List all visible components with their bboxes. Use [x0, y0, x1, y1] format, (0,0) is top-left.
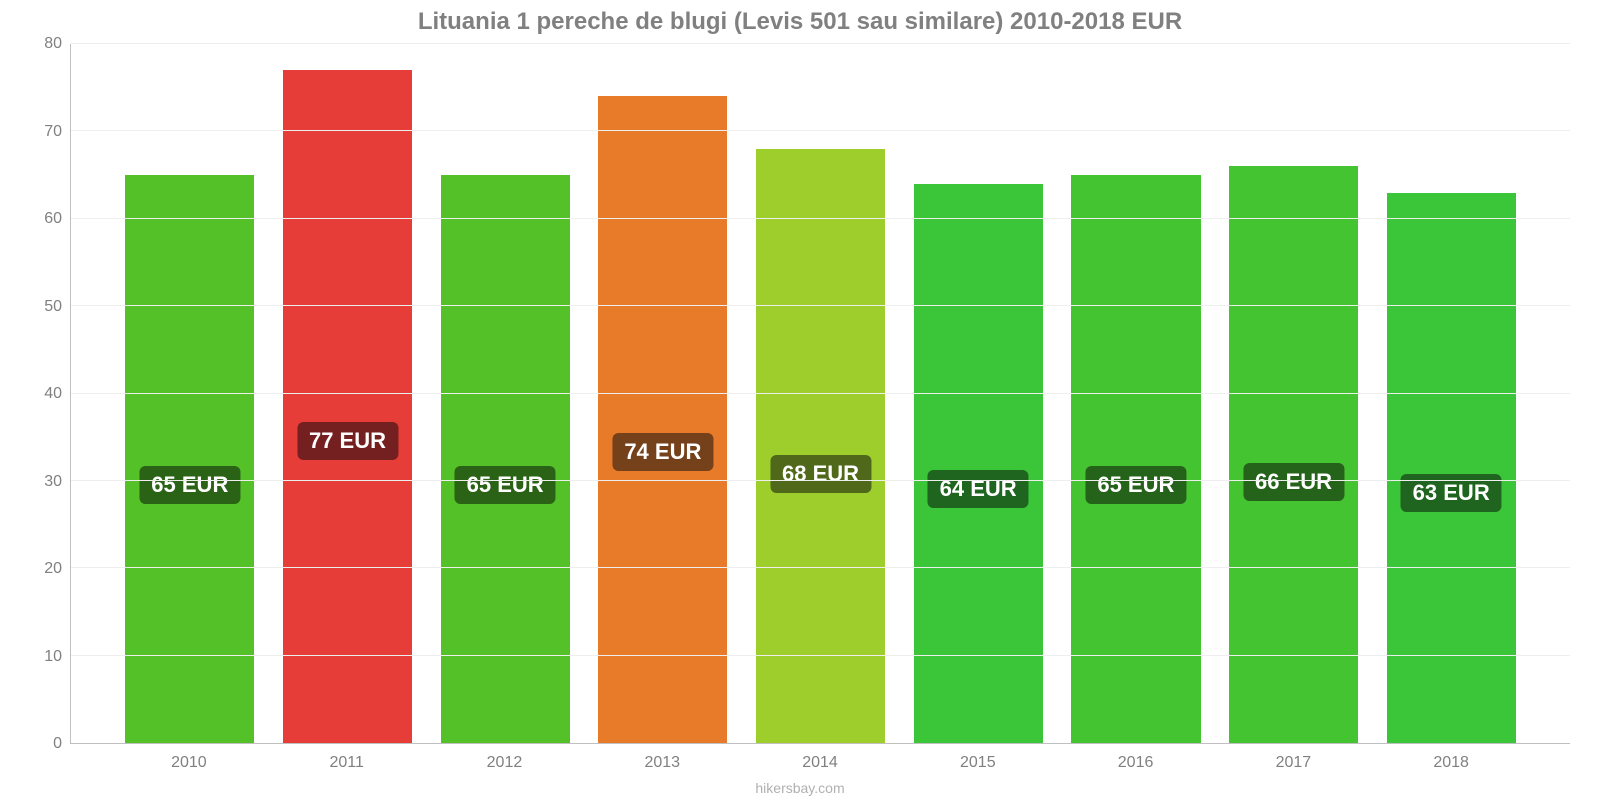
y-tick-label: 10 [44, 648, 62, 666]
bar-value-label: 65 EUR [1085, 466, 1186, 504]
y-tick-label: 70 [44, 123, 62, 141]
y-tick-label: 20 [44, 560, 62, 578]
bar-slot: 77 EUR [269, 44, 427, 743]
x-axis-labels: 201020112012201320142015201620172018 [70, 754, 1570, 772]
chart-source: hikersbay.com [755, 780, 844, 796]
gridline [71, 567, 1570, 568]
y-tick-label: 40 [44, 385, 62, 403]
x-tick-label: 2016 [1057, 754, 1215, 772]
bar-slot: 66 EUR [1215, 44, 1373, 743]
bar: 77 EUR [283, 70, 412, 743]
gridline [71, 130, 1570, 131]
y-tick-label: 30 [44, 473, 62, 491]
bar: 65 EUR [441, 175, 570, 743]
bar-value-label: 65 EUR [455, 466, 556, 504]
bar-value-label: 65 EUR [139, 466, 240, 504]
bar-value-label: 74 EUR [612, 433, 713, 471]
gridline [71, 218, 1570, 219]
bars-container: 65 EUR 77 EUR 65 EUR 74 EUR 68 EUR 64 EUR 65 E… [71, 44, 1570, 743]
x-tick-label: 2011 [268, 754, 426, 772]
gridline [71, 655, 1570, 656]
gridline [71, 480, 1570, 481]
bar-value-label: 66 EUR [1243, 463, 1344, 501]
y-tick-label: 0 [53, 735, 62, 753]
gridline [71, 305, 1570, 306]
bar: 65 EUR [125, 175, 254, 743]
x-tick-label: 2014 [741, 754, 899, 772]
bar-slot: 65 EUR [1057, 44, 1215, 743]
bar: 65 EUR [1071, 175, 1200, 743]
bar: 66 EUR [1229, 166, 1358, 743]
y-tick-label: 80 [44, 35, 62, 53]
x-tick-label: 2017 [1214, 754, 1372, 772]
bar-slot: 74 EUR [584, 44, 742, 743]
plot-area: 65 EUR 77 EUR 65 EUR 74 EUR 68 EUR 64 EUR 65 E… [70, 44, 1570, 744]
chart-title: Lituania 1 pereche de blugi (Levis 501 s… [418, 8, 1182, 36]
x-tick-label: 2015 [899, 754, 1057, 772]
bar-slot: 65 EUR [111, 44, 269, 743]
bar-value-label: 77 EUR [297, 422, 398, 460]
bar-slot: 68 EUR [742, 44, 900, 743]
y-tick-label: 50 [44, 298, 62, 316]
y-axis: 01020304050607080 [30, 44, 70, 744]
x-tick-label: 2013 [583, 754, 741, 772]
x-tick-label: 2018 [1372, 754, 1530, 772]
bar-slot: 64 EUR [899, 44, 1057, 743]
x-tick-label: 2010 [110, 754, 268, 772]
x-tick-label: 2012 [426, 754, 584, 772]
gridline [71, 43, 1570, 44]
y-tick-label: 60 [44, 210, 62, 228]
bar-slot: 63 EUR [1372, 44, 1530, 743]
bar-slot: 65 EUR [426, 44, 584, 743]
gridline [71, 393, 1570, 394]
bar: 64 EUR [914, 184, 1043, 743]
bar-value-label: 64 EUR [928, 470, 1029, 508]
bar-value-label: 68 EUR [770, 455, 871, 493]
bar: 63 EUR [1387, 193, 1516, 743]
bar: 74 EUR [598, 96, 727, 743]
chart-area: 01020304050607080 65 EUR77 EUR65 EUR74 E… [30, 44, 1570, 744]
